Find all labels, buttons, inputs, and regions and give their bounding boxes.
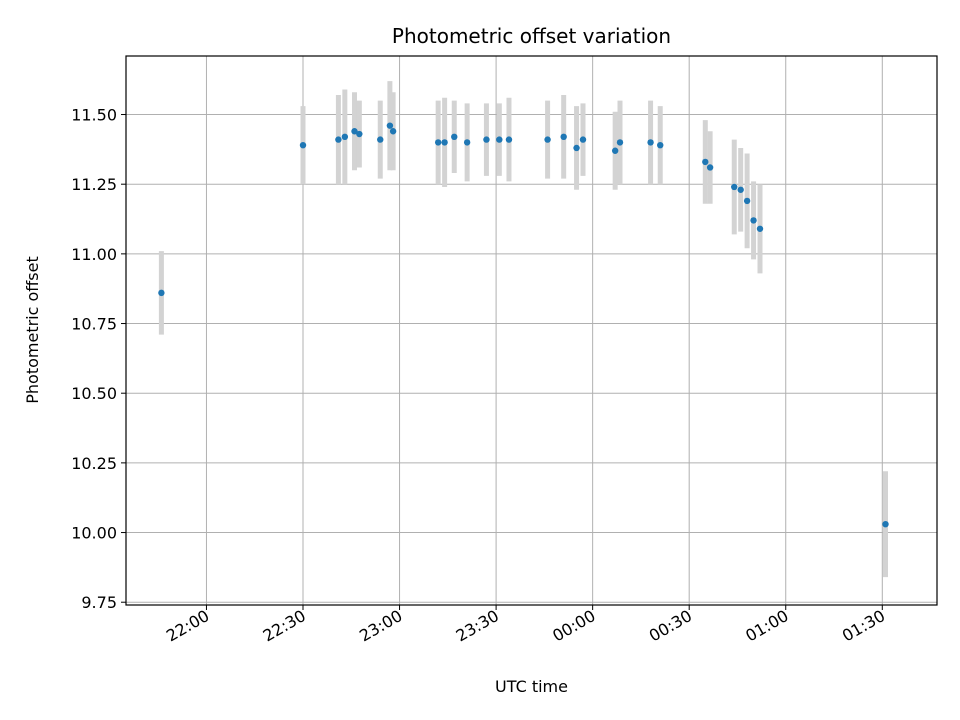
y-axis-label: Photometric offset [23,256,42,404]
data-point [544,136,551,143]
y-tick-label: 9.75 [81,593,117,612]
data-point [496,136,503,143]
y-tick-label: 10.75 [71,315,117,334]
data-point [743,197,751,205]
data-point [386,122,394,129]
data-point [579,136,587,143]
data-point [616,139,624,146]
y-tick-label: 10.00 [71,524,117,543]
plot-frame [125,55,938,606]
data-point [505,136,513,143]
grid-lines [126,56,937,605]
data-point [335,136,342,143]
data-point [389,128,397,135]
data-point [434,139,442,146]
data-point [341,133,349,141]
data-point [463,139,471,146]
data-point [882,520,889,528]
data-point [731,183,738,191]
data-point [560,133,567,141]
data-points [158,122,889,528]
data-point [351,128,358,135]
y-tick-label: 11.25 [71,175,117,194]
y-tick-label: 11.00 [71,245,117,264]
data-point [158,289,165,297]
y-tick-label: 11.50 [71,106,117,125]
data-point [451,133,458,141]
data-point [611,147,619,154]
data-point [441,139,448,146]
data-point [706,164,714,171]
data-point [573,144,580,152]
data-point [377,136,384,143]
data-point [702,158,709,166]
data-point [647,139,654,146]
y-tick-label: 10.25 [71,454,117,473]
data-point [737,186,744,193]
data-point [657,141,664,149]
data-point [356,130,363,138]
chart-title: Photometric offset variation [392,24,671,48]
data-point [756,225,764,232]
y-axis-ticks: 9.75 10.00 10.25 10.50 10.75 11.00 11.25 11.50 [71,106,126,612]
data-point [299,141,307,149]
y-tick-label: 10.50 [71,384,117,403]
data-point [483,136,490,143]
data-point [750,217,757,224]
x-axis-label: UTC time [495,677,568,696]
